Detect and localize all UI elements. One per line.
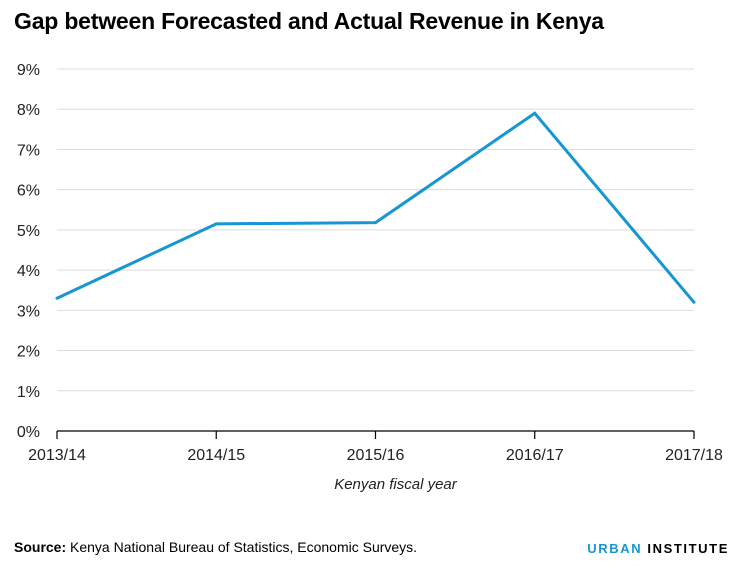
chart-title: Gap between Forecasted and Actual Revenu… bbox=[14, 8, 604, 34]
x-tick-label: 2015/16 bbox=[347, 447, 405, 464]
y-tick-label: 4% bbox=[17, 263, 40, 280]
data-point bbox=[55, 296, 59, 300]
y-tick-label: 6% bbox=[17, 183, 40, 200]
x-tick-label: 2014/15 bbox=[187, 447, 245, 464]
y-tick-label: 0% bbox=[17, 424, 40, 441]
source-text: Kenya National Bureau of Statistics, Eco… bbox=[66, 539, 418, 555]
data-point bbox=[692, 300, 696, 304]
y-tick-label: 2% bbox=[17, 344, 40, 361]
data-point bbox=[374, 221, 377, 225]
series-line bbox=[56, 111, 696, 304]
urban-institute-logo: URBAN INSTITUTE bbox=[587, 541, 729, 556]
source-note: Source: Kenya National Bureau of Statist… bbox=[14, 539, 417, 555]
x-tick-label: 2013/14 bbox=[28, 447, 86, 464]
logo-institute: INSTITUTE bbox=[647, 541, 729, 556]
y-tick-label: 7% bbox=[17, 142, 40, 159]
x-axis-title: Kenyan fiscal year bbox=[334, 476, 458, 493]
source-label: Source: bbox=[14, 539, 67, 555]
series-layer bbox=[55, 111, 696, 304]
data-point bbox=[214, 222, 218, 226]
y-axis-ticks: 0% 1% 2% 3% 4% 5% 6% 7% 8% 9% bbox=[17, 62, 40, 441]
y-tick-label: 3% bbox=[17, 303, 40, 320]
y-tick-label: 8% bbox=[17, 102, 40, 119]
y-tick-label: 9% bbox=[17, 62, 40, 79]
data-point bbox=[533, 111, 537, 115]
x-tick-label: 2016/17 bbox=[506, 447, 564, 464]
y-tick-label: 5% bbox=[17, 223, 40, 240]
x-tick-label: 2017/18 bbox=[665, 447, 723, 464]
gridlines bbox=[57, 68, 694, 392]
x-axis: 2013/14 2014/15 2015/16 2016/17 2017/18 bbox=[28, 430, 723, 464]
logo-urban: URBAN bbox=[587, 541, 643, 556]
y-tick-label: 1% bbox=[17, 384, 40, 401]
